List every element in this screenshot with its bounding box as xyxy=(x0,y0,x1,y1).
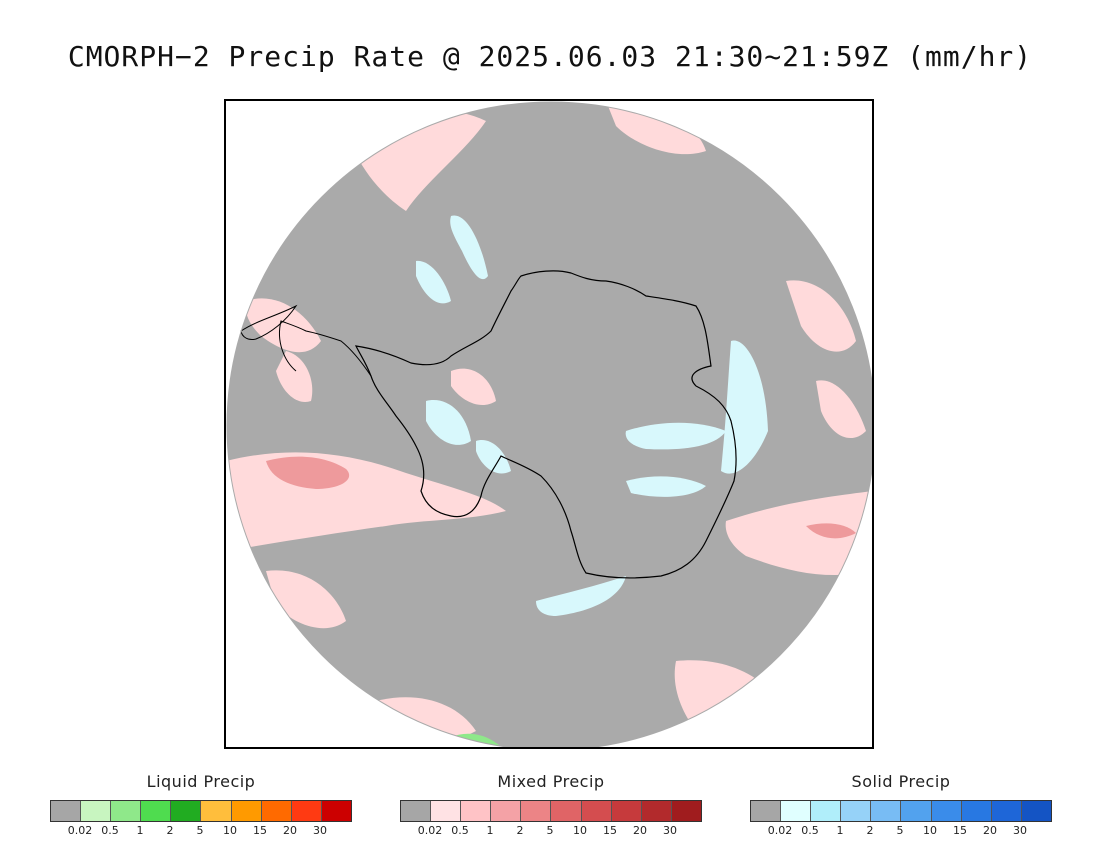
mixed-precip-region xyxy=(276,351,313,402)
legend-tick-label: 15 xyxy=(603,824,617,837)
legend-tick-label: 5 xyxy=(196,824,204,837)
legend-title: Solid Precip xyxy=(851,772,951,791)
mixed-precip-region xyxy=(806,523,856,539)
legend-tick-label: 1 xyxy=(136,824,144,837)
legend-swatch xyxy=(51,801,82,821)
antarctic-peninsula-coastline xyxy=(279,320,372,377)
legend-tick-label: 1 xyxy=(486,824,494,837)
legend-swatch xyxy=(81,801,112,821)
legend-swatch xyxy=(581,801,612,821)
legend-tick-label: 0.02 xyxy=(67,824,93,837)
legend-tick-label: 20 xyxy=(283,824,297,837)
legend-tick-label: 0.02 xyxy=(417,824,443,837)
legend-tick-label: 10 xyxy=(223,824,237,837)
legend-tick-label: 0.02 xyxy=(767,824,793,837)
legend-swatch xyxy=(491,801,522,821)
legend-swatch xyxy=(321,801,351,821)
globe-disk xyxy=(227,102,872,747)
legend-tick-label: 2 xyxy=(166,824,174,837)
legend-swatch xyxy=(1021,801,1051,821)
legend-liquid: Liquid Precip 0.02 0.5 1 2 5 10 15 20 30 xyxy=(50,772,352,838)
legend-swatch xyxy=(961,801,992,821)
legend-swatch xyxy=(641,801,672,821)
mixed-precip-region xyxy=(786,280,856,352)
legend-swatch xyxy=(431,801,462,821)
solid-precip-region xyxy=(450,215,488,280)
legend-tick-label: 30 xyxy=(1013,824,1027,837)
legend-swatch xyxy=(521,801,552,821)
globe-outline xyxy=(226,101,872,747)
solid-precip-region xyxy=(625,422,726,450)
legend-swatch xyxy=(461,801,492,821)
solid-precip-region xyxy=(476,440,511,474)
legend-tick-label: 1 xyxy=(836,824,844,837)
legend-tick-label: 20 xyxy=(633,824,647,837)
legend-swatch xyxy=(611,801,642,821)
solid-precip-region xyxy=(536,576,626,616)
legend-title: Liquid Precip xyxy=(146,772,256,791)
solid-precip-region xyxy=(626,476,706,497)
mixed-precip-region xyxy=(451,368,496,406)
legend-tick-label: 30 xyxy=(663,824,677,837)
legend-swatch xyxy=(841,801,872,821)
legend-swatch xyxy=(751,801,782,821)
legend-swatches xyxy=(50,800,352,822)
legend-ticks: 0.02 0.5 1 2 5 10 15 20 30 xyxy=(50,824,352,838)
legend-swatch xyxy=(871,801,902,821)
map-frame xyxy=(224,99,874,749)
legend-tick-label: 20 xyxy=(983,824,997,837)
mixed-precip-region xyxy=(245,298,321,353)
legend-swatch xyxy=(201,801,232,821)
mixed-precip-region xyxy=(725,491,872,576)
solid-precip-region xyxy=(721,340,768,474)
legend-swatch xyxy=(991,801,1022,821)
legend-tick-label: 2 xyxy=(866,824,874,837)
legend-tick-label: 2 xyxy=(516,824,524,837)
legend-swatch xyxy=(781,801,812,821)
legend-swatch xyxy=(141,801,172,821)
legend-swatch xyxy=(671,801,701,821)
legend-swatch xyxy=(901,801,932,821)
mixed-precip-region xyxy=(606,102,706,155)
mixed-precip-region xyxy=(674,660,786,735)
mixed-precip-region xyxy=(266,456,350,489)
legend-ticks: 0.02 0.5 1 2 5 10 15 20 30 xyxy=(400,824,702,838)
legend-swatch xyxy=(111,801,142,821)
legend-tick-label: 5 xyxy=(896,824,904,837)
legend-swatches xyxy=(750,800,1052,822)
legend-swatch xyxy=(261,801,292,821)
legend-mixed: Mixed Precip 0.02 0.5 1 2 5 10 15 20 30 xyxy=(400,772,702,838)
legend-swatch xyxy=(231,801,262,821)
legend-swatch xyxy=(291,801,322,821)
map-title: CMORPH−2 Precip Rate @ 2025.06.03 21:30~… xyxy=(67,40,1033,73)
south-america-coastline xyxy=(240,304,298,340)
solid-precip-region xyxy=(416,260,451,304)
legend-title: Mixed Precip xyxy=(497,772,605,791)
legend-tick-label: 0.5 xyxy=(451,824,469,837)
legend-ticks: 0.02 0.5 1 2 5 10 15 20 30 xyxy=(750,824,1052,838)
legend-tick-label: 10 xyxy=(923,824,937,837)
legend-tick-label: 30 xyxy=(313,824,327,837)
legend-tick-label: 15 xyxy=(953,824,967,837)
legend-tick-label: 0.5 xyxy=(101,824,119,837)
legend-swatch xyxy=(401,801,432,821)
antarctica-coastline xyxy=(354,270,737,579)
legend-swatch xyxy=(811,801,842,821)
solid-precip-region xyxy=(426,400,471,445)
legend-tick-label: 10 xyxy=(573,824,587,837)
legend-swatch xyxy=(551,801,582,821)
legend-tick-label: 5 xyxy=(546,824,554,837)
mixed-precip-region xyxy=(816,380,866,439)
legend-swatch xyxy=(931,801,962,821)
legend-swatches xyxy=(400,800,702,822)
legend-tick-label: 0.5 xyxy=(801,824,819,837)
polar-map xyxy=(226,101,872,747)
legend-swatch xyxy=(171,801,202,821)
legend-tick-label: 15 xyxy=(253,824,267,837)
legend-solid: Solid Precip 0.02 0.5 1 2 5 10 15 20 30 xyxy=(750,772,1052,838)
